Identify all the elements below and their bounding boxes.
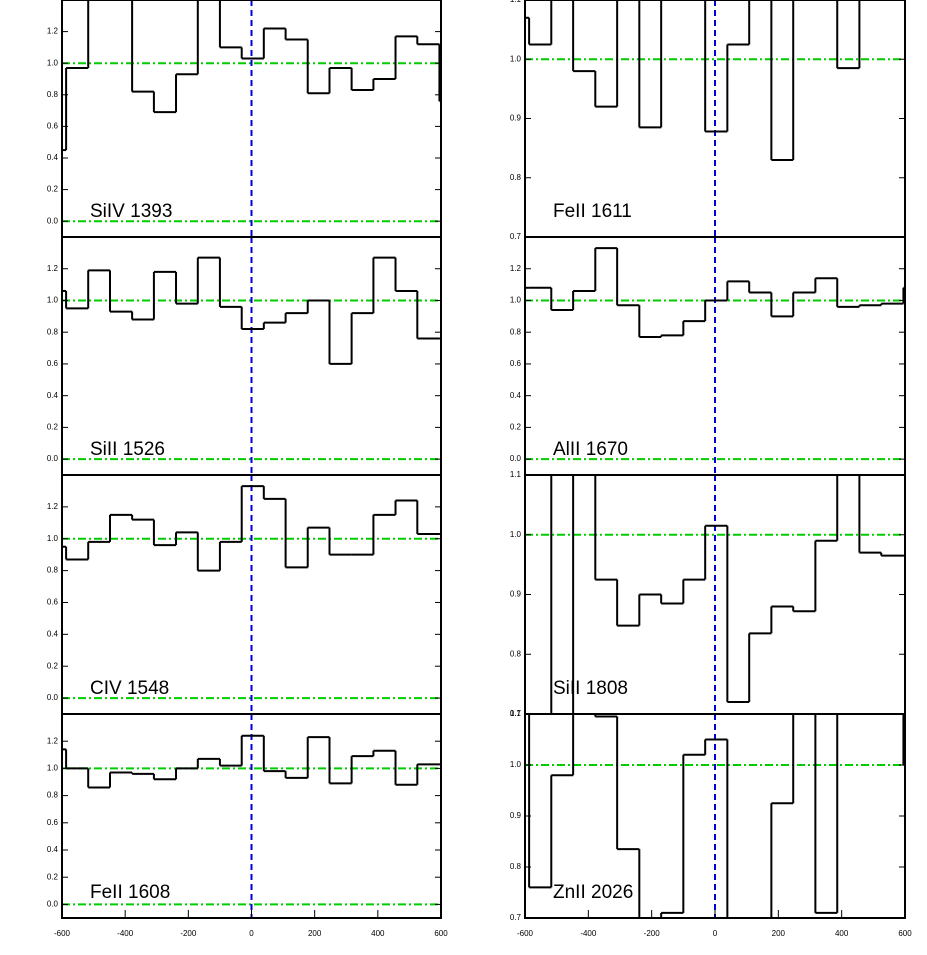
y-tick-label: 1.0	[47, 58, 59, 67]
y-tick-label: 0.9	[510, 114, 522, 123]
y-tick-label: 1.0	[510, 54, 522, 63]
panel	[62, 0, 441, 237]
x-tick-label: -200	[180, 929, 197, 938]
y-tick-label: 1.2	[47, 502, 59, 511]
panel-label: SiII 1808	[553, 678, 628, 699]
x-tick-label: -600	[517, 929, 534, 938]
y-tick-label: 0.2	[47, 423, 59, 432]
y-tick-label: 0.6	[47, 598, 59, 607]
panel	[525, 0, 905, 237]
panel	[62, 714, 441, 918]
panel-label: CIV 1548	[90, 678, 169, 699]
y-tick-label: 1.2	[47, 736, 59, 745]
panel	[62, 237, 441, 475]
y-tick-label: 0.8	[47, 327, 59, 336]
panel-label: FeII 1611	[553, 201, 632, 222]
y-tick-label: 0.2	[47, 661, 59, 670]
x-tick-label: 400	[835, 929, 849, 938]
y-tick-label: 0.0	[510, 454, 522, 463]
y-tick-label: 0.4	[47, 845, 59, 854]
y-tick-label: 0.0	[47, 454, 59, 463]
panel	[525, 714, 905, 918]
panel-label: AlII 1670	[553, 439, 628, 460]
y-tick-label: 0.9	[510, 811, 522, 820]
x-tick-label: 200	[772, 929, 786, 938]
x-tick-label: 200	[308, 929, 322, 938]
panel-label: SiII 1526	[90, 439, 165, 460]
x-tick-label: 400	[371, 929, 385, 938]
panel-label: FeII 1608	[90, 882, 170, 903]
y-tick-label: 0.0	[47, 216, 59, 225]
y-tick-label: 1.0	[510, 760, 522, 769]
y-tick-label: 0.2	[47, 185, 59, 194]
y-tick-label: 0.8	[510, 327, 522, 336]
y-tick-label: 0.6	[47, 122, 59, 131]
y-tick-label: 0.2	[510, 423, 522, 432]
y-tick-label: 0.0	[47, 900, 59, 909]
y-tick-label: 0.9	[510, 590, 522, 599]
y-tick-label: 1.0	[47, 764, 59, 773]
x-tick-label: 0	[249, 929, 254, 938]
y-tick-label: 0.7	[510, 232, 522, 241]
y-tick-label: 0.7	[510, 913, 522, 922]
x-tick-label: 600	[898, 929, 912, 938]
y-tick-label: 0.4	[47, 391, 59, 400]
y-tick-label: 0.8	[510, 862, 522, 871]
x-tick-label: -400	[117, 929, 134, 938]
y-tick-label: 1.2	[47, 264, 59, 273]
y-tick-label: 0.8	[47, 566, 59, 575]
y-tick-label: 0.4	[47, 153, 59, 162]
y-tick-label: 0.6	[47, 359, 59, 368]
y-tick-label: 0.7	[510, 709, 522, 718]
y-tick-label: 1.0	[510, 296, 522, 305]
y-tick-label: 0.2	[47, 872, 59, 881]
y-tick-label: 0.8	[47, 791, 59, 800]
x-tick-label: 600	[434, 929, 448, 938]
y-tick-label: 1.0	[47, 534, 59, 543]
x-tick-label: 0	[713, 929, 718, 938]
x-tick-label: -200	[644, 929, 661, 938]
y-tick-label: 1.0	[510, 530, 522, 539]
y-tick-label: 1.2	[510, 264, 522, 273]
y-tick-label: 0.8	[47, 90, 59, 99]
panel	[62, 475, 441, 714]
y-tick-label: 0.6	[510, 359, 522, 368]
y-tick-label: 1.0	[47, 296, 59, 305]
x-tick-label: -400	[580, 929, 597, 938]
y-tick-label: 1.1	[510, 0, 522, 4]
y-tick-label: 0.8	[510, 649, 522, 658]
panel-label: ZnII 2026	[553, 882, 633, 903]
y-tick-label: 0.4	[510, 391, 522, 400]
y-tick-label: 0.8	[510, 173, 522, 182]
y-tick-label: 1.2	[47, 27, 59, 36]
y-tick-label: 0.0	[47, 693, 59, 702]
y-tick-label: 0.6	[47, 818, 59, 827]
y-tick-label: 1.1	[510, 709, 522, 718]
x-tick-label: -600	[54, 929, 71, 938]
y-tick-label: 0.4	[47, 629, 59, 638]
y-tick-label: 1.1	[510, 470, 522, 479]
panel-label: SiIV 1393	[90, 201, 172, 222]
panel	[525, 237, 905, 475]
panel	[525, 475, 905, 714]
